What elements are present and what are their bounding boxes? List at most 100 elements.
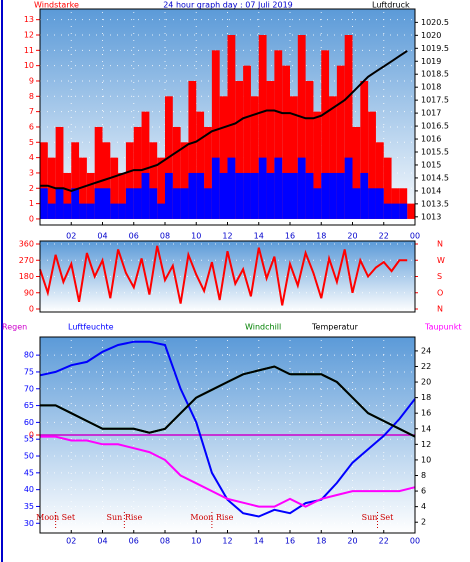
x-tick-label: 10	[191, 232, 201, 241]
bar	[368, 188, 376, 219]
bar	[211, 50, 220, 219]
y-tick-label: 8	[29, 92, 34, 101]
bar	[329, 172, 337, 219]
y2-tick-label: 1017	[421, 109, 441, 118]
y2-tick-label: 12	[421, 440, 431, 449]
line	[39, 245, 408, 306]
bar	[110, 157, 119, 219]
y2-tick-label: 10	[421, 455, 431, 464]
y2-tick-label: 1014.5	[421, 173, 449, 182]
x-tick-label: 14	[254, 537, 264, 546]
bar	[297, 157, 306, 219]
x-tick-label: 12	[222, 537, 232, 546]
y2-tick-label: 1013	[421, 212, 441, 221]
bar	[102, 142, 111, 219]
y2-tick-label: 18	[421, 393, 431, 402]
y-tick-label: 35	[24, 502, 34, 511]
x-tick-label: 18	[316, 232, 326, 241]
bar	[297, 34, 306, 219]
y2-tick-label: 22	[421, 362, 431, 371]
y2-tick-label: W	[437, 256, 445, 265]
y-tick-label: 70	[24, 384, 34, 393]
bar	[274, 157, 283, 219]
x-tick-label: 04	[97, 232, 107, 241]
bar	[71, 188, 80, 219]
bar	[383, 157, 392, 219]
y2-tick-label: 1020.5	[421, 18, 449, 27]
bar	[94, 126, 103, 219]
y-tick-label: 180	[19, 272, 34, 281]
y2-tick-label: 16	[421, 409, 431, 418]
bar	[375, 188, 384, 219]
x-tick-label: 14	[254, 232, 264, 241]
legend-entry: Windchill	[245, 323, 281, 332]
bar	[360, 172, 369, 219]
bar	[180, 188, 189, 219]
y-tick-label: 7	[29, 107, 34, 116]
bar	[63, 203, 72, 219]
bar	[86, 172, 95, 219]
bar	[313, 111, 322, 219]
x-tick-label: 22	[379, 537, 389, 546]
line	[40, 365, 416, 438]
legend-entry: Luftfeuchte	[68, 323, 114, 332]
y2-tick-label: N	[437, 305, 443, 314]
y2-tick-label: 20	[421, 378, 431, 387]
bar	[258, 34, 267, 219]
bar	[172, 188, 181, 219]
bar	[305, 172, 314, 219]
y3-tick-label: 0	[29, 431, 34, 440]
x-tick-label: 18	[316, 537, 326, 546]
x-tick-label: 16	[285, 537, 295, 546]
y-tick-label: 50	[24, 452, 34, 461]
y2-tick-label: 1013.5	[421, 199, 449, 208]
plot-frame	[39, 8, 416, 226]
y-tick-label: 5	[29, 138, 34, 147]
y2-tick-label: 1016.5	[421, 122, 449, 131]
x-tick-label: 04	[97, 537, 107, 546]
bar	[282, 172, 290, 219]
bar	[47, 203, 56, 219]
bar	[94, 188, 103, 219]
bar	[305, 80, 314, 219]
y-tick-label: 40	[24, 485, 34, 494]
bar	[399, 203, 408, 219]
x-tick-label: 00	[410, 232, 420, 241]
y2-tick-label: O	[437, 288, 443, 297]
plot-frame	[39, 336, 416, 534]
x-tick-label: 00	[410, 537, 420, 546]
bar	[196, 111, 205, 219]
legend-entry: Luftdruck	[372, 1, 410, 10]
bar	[321, 172, 330, 219]
bar	[125, 142, 134, 219]
bar	[204, 126, 212, 219]
y-tick-label: 1	[29, 199, 34, 208]
bar	[227, 157, 236, 219]
bar	[243, 65, 251, 219]
y-tick-label: 60	[24, 418, 34, 427]
bar	[157, 157, 165, 219]
y2-tick-label: 2	[421, 518, 426, 527]
bar	[321, 50, 330, 219]
bar	[235, 80, 244, 219]
bar	[55, 188, 64, 219]
legend-entry: Regen	[2, 323, 27, 332]
y2-tick-label: S	[437, 272, 442, 281]
chart-title: 24 hour graph day : 07 Juli 2019	[163, 1, 293, 10]
annotation: Sun Rise	[107, 513, 143, 522]
bar	[250, 96, 259, 219]
bar	[125, 188, 134, 219]
bar	[165, 172, 173, 219]
x-tick-label: 02	[66, 232, 76, 241]
bar	[329, 96, 337, 219]
bar	[344, 157, 353, 219]
bar	[211, 157, 220, 219]
bar	[71, 142, 80, 219]
bar	[290, 96, 298, 219]
line	[40, 435, 416, 508]
y2-tick-label: 1016	[421, 135, 441, 144]
y2-tick-label: 1018.5	[421, 70, 449, 79]
y2-tick-label: 1014	[421, 186, 441, 195]
bar	[227, 34, 236, 219]
x-tick-label: 12	[222, 232, 232, 241]
